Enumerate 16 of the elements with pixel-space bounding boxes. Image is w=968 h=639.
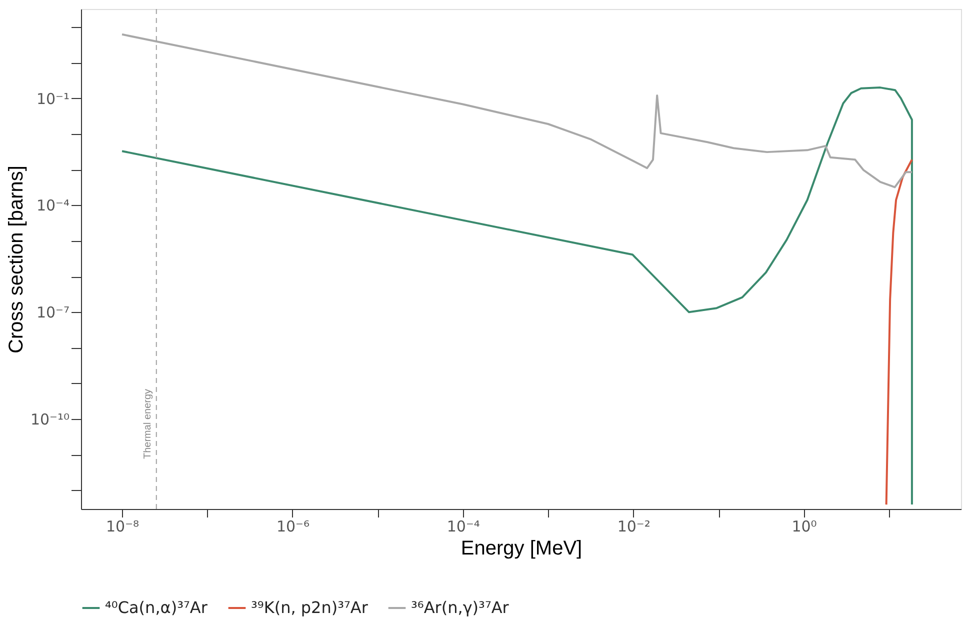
x-axis-title: Energy [MeV] [460,538,582,560]
legend-label: ³⁶Ar(n,γ)³⁷Ar [411,598,510,617]
y-tick-label: 10⁻⁴ [36,196,70,215]
y-axis-title: Cross section [barns] [5,166,28,354]
x-tick-label: 10⁻⁴ [446,518,480,536]
x-tick-label: 10⁻⁶ [276,518,310,536]
y-tick-label: 10⁻⁷ [36,304,70,322]
legend-label: ⁴⁰Ca(n,α)³⁷Ar [105,598,208,617]
y-tick-label: 10⁻¹⁰ [30,410,70,429]
line-series [885,158,913,506]
x-tick-label: 10⁰ [792,518,817,536]
legend-label: ³⁹K(n, p2n)³⁷Ar [251,598,368,617]
ref-line-label: Thermal energy [142,388,154,459]
x-tick-label: 10⁻⁸ [106,518,140,536]
y-tick-label: 10⁻¹ [36,90,70,108]
x-tick-label: 10⁻² [617,518,650,536]
